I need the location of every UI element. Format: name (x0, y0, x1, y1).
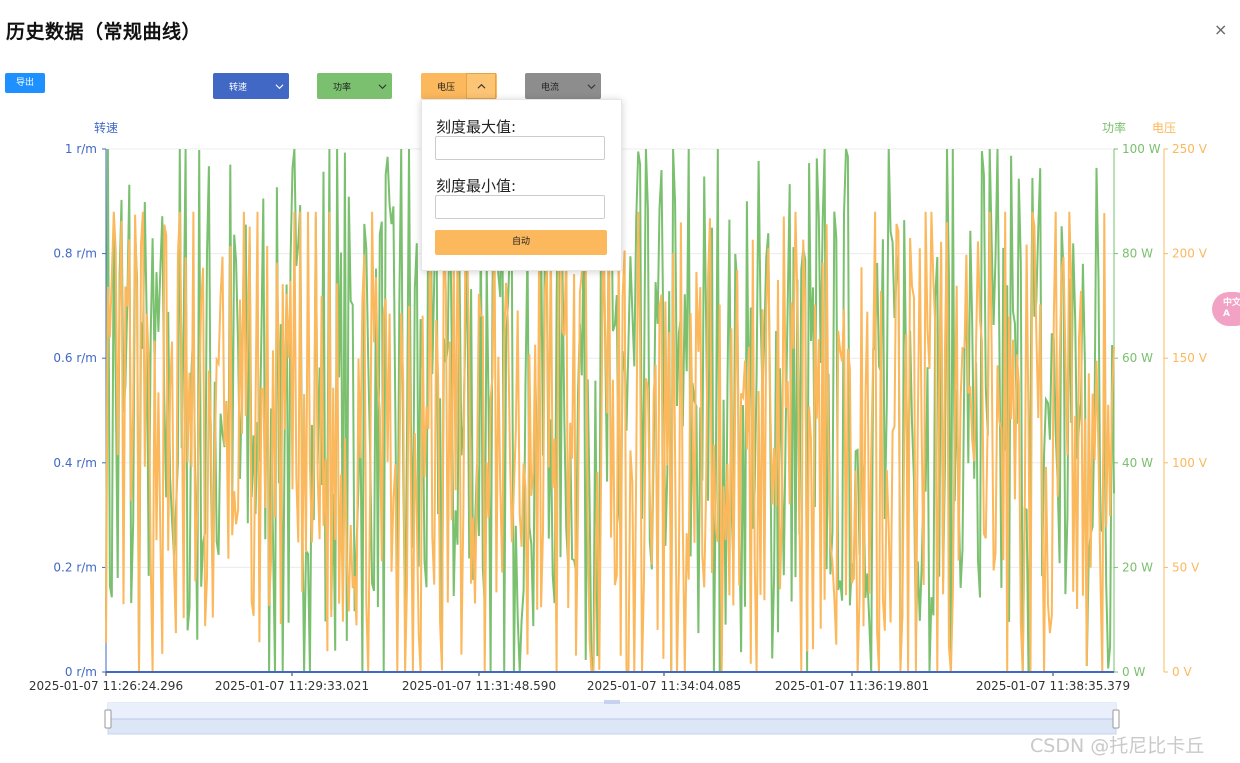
axis-title-voltage: 电压 (1152, 121, 1176, 135)
watermark: CSDN @托尼比卡丘 (1030, 735, 1205, 757)
dialog-title: 历史数据（常规曲线） (6, 21, 202, 43)
close-icon[interactable]: × (1214, 20, 1228, 39)
datazoom-grip[interactable] (604, 700, 620, 704)
badge-line: A (1223, 309, 1230, 319)
y-tick-label-power: 20 W (1122, 560, 1153, 574)
export-button[interactable]: 导出 (5, 73, 45, 93)
min-value-input[interactable] (435, 195, 605, 219)
axis-button-power[interactable]: 功率 (317, 73, 392, 99)
datazoom-handle-right[interactable] (1112, 709, 1120, 729)
y-tick-label-voltage: 150 V (1172, 351, 1208, 365)
badge-line: 中文 (1223, 298, 1240, 308)
x-tick-label: 2025-01-07 11:38:35.379 (976, 679, 1130, 693)
y-tick-label-power: 100 W (1122, 142, 1161, 156)
chevron-down-icon[interactable] (269, 73, 289, 99)
axis-title-speed: 转速 (94, 120, 118, 135)
y-tick-label-speed: 0.6 r/m (53, 351, 97, 365)
auto-button[interactable]: 自动 (435, 230, 607, 255)
axis-button-label: 电压 (437, 82, 456, 93)
min-value-label: 刻度最小值: (436, 177, 517, 195)
y-tick-label-speed: 0 r/m (65, 665, 97, 679)
y-tick-label-speed: 0.8 r/m (53, 247, 97, 261)
axis-button-current[interactable]: 电流 (525, 73, 601, 99)
axis-button-speed[interactable]: 转速 (213, 73, 289, 99)
y-tick-label-speed: 0.4 r/m (53, 456, 97, 470)
axis-title-power: 功率 (1102, 120, 1126, 135)
x-tick-label: 2025-01-07 11:31:48.590 (402, 679, 556, 693)
datazoom-selection[interactable] (108, 703, 1116, 719)
y-tick-label-power: 0 W (1122, 665, 1145, 679)
x-tick-label: 2025-01-07 11:34:04.085 (587, 679, 741, 693)
chevron-down-icon[interactable] (372, 73, 392, 99)
y-tick-label-speed: 1 r/m (65, 142, 97, 156)
axis-button-label: 电流 (541, 82, 560, 93)
x-tick-label: 2025-01-07 11:36:19.801 (775, 679, 929, 693)
max-value-input[interactable] (435, 136, 605, 160)
y-tick-label-voltage: 200 V (1172, 247, 1208, 261)
y-tick-label-voltage: 100 V (1172, 456, 1208, 470)
y-tick-label-voltage: 250 V (1172, 142, 1208, 156)
x-tick-label: 2025-01-07 11:26:24.296 (29, 679, 183, 693)
chevron-down-icon[interactable] (581, 73, 601, 99)
y-tick-label-power: 80 W (1122, 247, 1153, 261)
chevron-up-icon[interactable] (466, 73, 496, 99)
y-tick-label-voltage: 50 V (1172, 560, 1200, 574)
translate-badge[interactable]: 中文 A (1212, 292, 1240, 326)
axis-button-label: 功率 (333, 82, 352, 93)
axis-range-popover: 刻度最大值: 刻度最小值: 自动 (421, 99, 622, 271)
max-value-label: 刻度最大值: (436, 118, 517, 136)
y-tick-label-power: 60 W (1122, 351, 1153, 365)
axis-button-label: 转速 (229, 82, 248, 93)
x-tick-label: 2025-01-07 11:29:33.021 (215, 679, 369, 693)
datazoom-handle-left[interactable] (104, 709, 112, 729)
y-tick-label-power: 40 W (1122, 456, 1153, 470)
axis-button-voltage[interactable]: 电压 (421, 73, 497, 99)
y-tick-label-voltage: 0 V (1172, 665, 1192, 679)
series-line-2 (105, 211, 1115, 673)
y-tick-label-speed: 0.2 r/m (53, 560, 97, 574)
